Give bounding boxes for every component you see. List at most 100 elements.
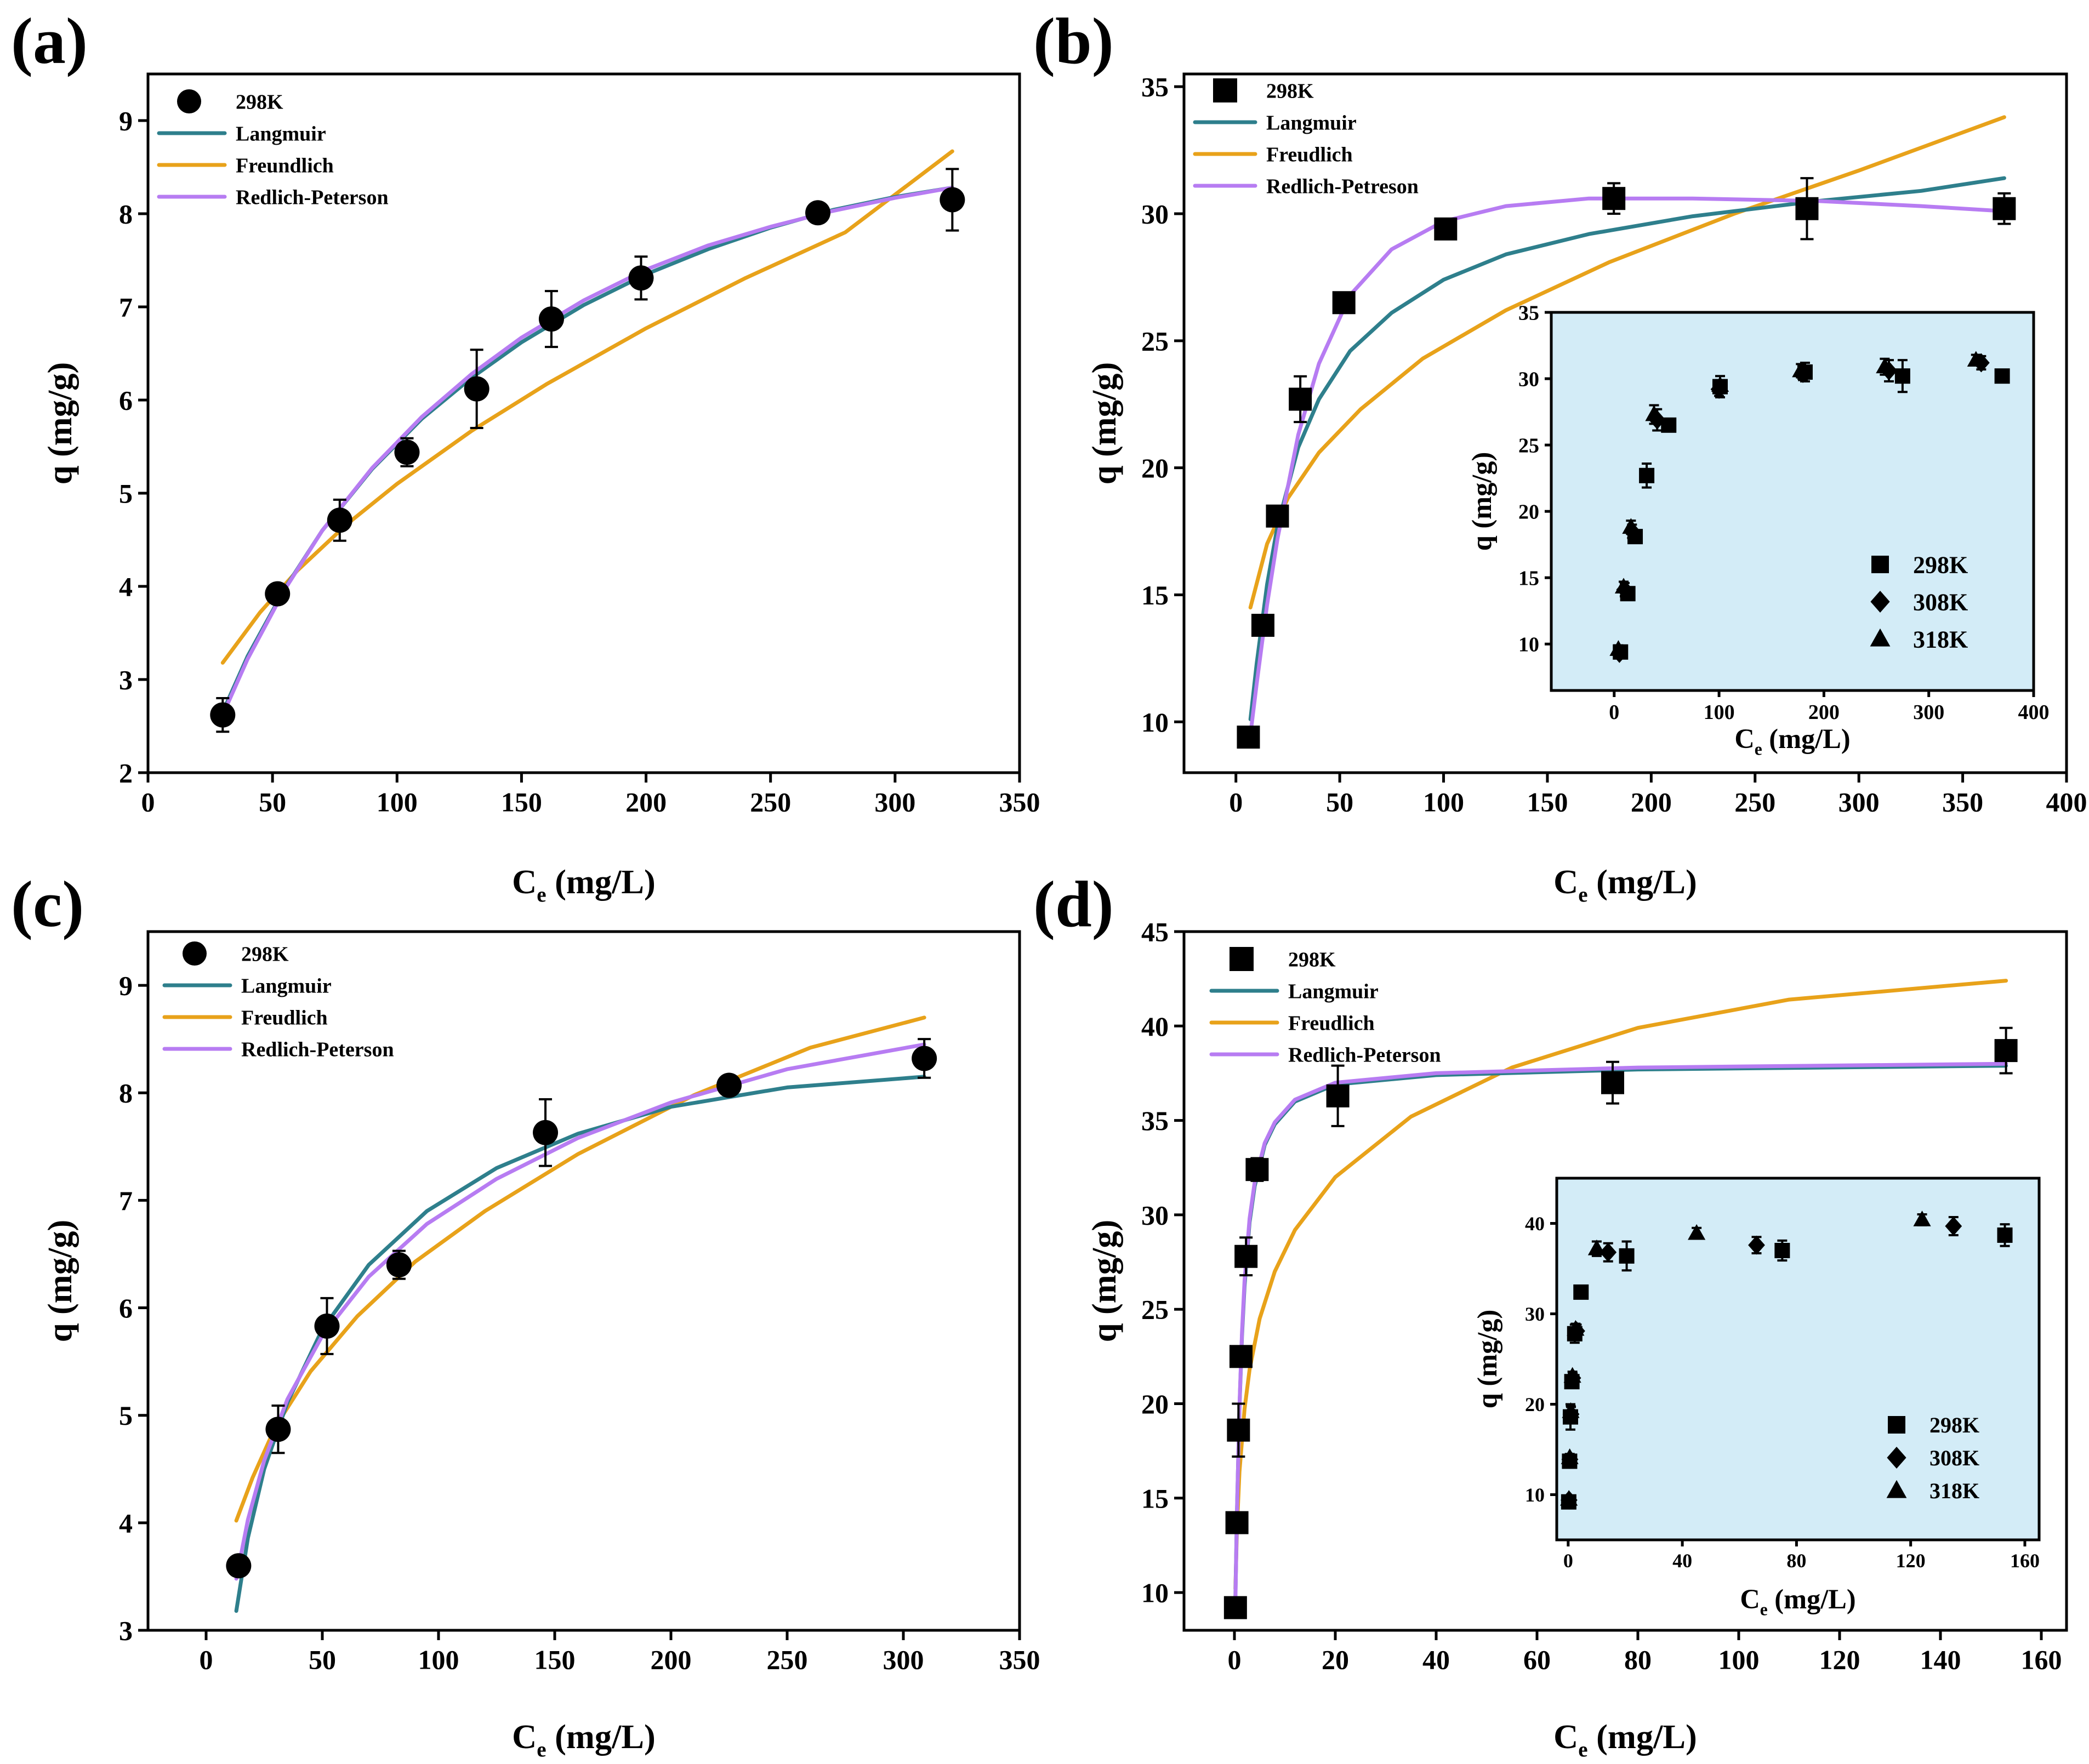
panel-b-x-tick-label: 150 <box>1527 787 1568 818</box>
panel-c-x-axis-label-main: C <box>512 1718 537 1756</box>
panel-d-data-point <box>1227 1418 1250 1442</box>
panel-a-x-tick-label: 300 <box>874 787 915 818</box>
panel-b-inset-x-axis-label-unit: (mg/L) <box>1762 723 1851 754</box>
panel-b-inset-data-point <box>1792 361 1810 378</box>
panel-c-x-axis-label-sub: e <box>537 1738 546 1762</box>
panel-b-x-axis-label-main: C <box>1553 863 1578 901</box>
panel-d-y-axis-label: q (mg/g) <box>1085 1220 1123 1343</box>
panel-b-inset-legend-label: 298K <box>1913 551 1968 578</box>
panel-d-y-tick-label: 25 <box>1141 1294 1169 1325</box>
panel-a-y-tick-label: 2 <box>119 758 133 789</box>
panel-b-inset-x-axis-label-sub: e <box>1755 740 1762 759</box>
panel-a-x-axis-label-unit: (mg/L) <box>547 863 656 901</box>
panel-c-legend: 298K Langmuir Freudlich Redlich-Peterson <box>162 941 394 1061</box>
panel-b-inset-y-tick-label: 15 <box>1518 567 1539 590</box>
panel-b-y-tick-label: 20 <box>1141 453 1169 483</box>
panel-a-data-point <box>940 187 965 213</box>
panel-d-inset-x-tick-label: 80 <box>1786 1550 1806 1572</box>
panel-b-inset-series-318k <box>1609 351 1985 656</box>
panel-b-inset-y-tick-label: 10 <box>1518 633 1539 656</box>
panel-b-inset-y-axis-label: q (mg/g) <box>1466 452 1497 551</box>
panel-a: (a) 0 50 100 150 200 250 300 350 2 3 4 5 6 7 8 9 Ce (mg/L… <box>11 4 1040 907</box>
panel-a-y-tick-label: 4 <box>119 572 133 602</box>
panel-b-inset-data-point <box>1967 351 1985 367</box>
panel-d-legend-points-label: 298K <box>1288 948 1336 971</box>
panel-d-y-tick-label: 20 <box>1141 1389 1169 1419</box>
panel-b-inset-data-point <box>1711 376 1729 392</box>
panel-d-inset-x-tick-label: 120 <box>1896 1550 1926 1572</box>
panel-a-x-tick-label: 150 <box>501 787 542 818</box>
panel-a-legend-freundlich-label: Freundlich <box>236 154 334 177</box>
panel-d-inset-data-point <box>1562 1402 1580 1418</box>
panel-d-x-axis-label-unit: (mg/L) <box>1588 1718 1697 1756</box>
panel-d-y-tick-label: 45 <box>1141 917 1169 947</box>
panel-b-x-tick-label: 350 <box>1942 787 1983 818</box>
panel-d-inset-data-point <box>1774 1243 1790 1258</box>
panel-a-data-point <box>265 581 291 607</box>
panel-d-inset-x-axis-label-sub: e <box>1760 1600 1768 1619</box>
panel-d-data-point <box>1234 1244 1258 1268</box>
panel-d-inset-data-point <box>1600 1242 1617 1262</box>
panel-d-data-point <box>1229 1345 1253 1368</box>
panel-b-y-tick-label: 15 <box>1141 580 1169 610</box>
panel-d-inset-y-tick-label: 20 <box>1525 1394 1545 1415</box>
panel-d-inset-y-tick-label: 40 <box>1525 1213 1545 1235</box>
panel-b-y-tick-label: 30 <box>1141 199 1169 230</box>
panel-b-plot-frame <box>1182 72 2068 774</box>
panel-b-inset-x-axis-label-main: C <box>1734 723 1754 754</box>
panel-b-y-tick-label: 10 <box>1141 707 1169 738</box>
panel-a-data-point <box>805 200 831 226</box>
panel-b-x-tick-label: 0 <box>1229 787 1243 818</box>
panel-b-data-point <box>1289 387 1312 411</box>
panel-a-data-point <box>327 507 352 533</box>
panel-d-y-tick-label: 35 <box>1141 1105 1169 1136</box>
panel-b-langmuir-curve <box>1248 176 2006 722</box>
panel-b-inset-data-point <box>1876 357 1894 374</box>
panel-a-freundlich-curve <box>220 149 954 665</box>
panel-b-inset-data-point <box>1622 518 1640 534</box>
panel-d-x-tick-label: 0 <box>1228 1645 1242 1675</box>
panel-a-x-tick-label: 0 <box>141 787 155 818</box>
panel-a-y-tick-label: 7 <box>119 292 133 323</box>
panel-b-inset-y-tick-label: 30 <box>1518 368 1539 391</box>
panel-c-x-tick-label: 300 <box>883 1645 924 1675</box>
panel-d-inset-data-point <box>1587 1239 1606 1255</box>
panel-c-y-tick-label: 4 <box>119 1508 133 1538</box>
panel-d-inset-legend-label: 298K <box>1929 1413 1979 1437</box>
panel-d-points <box>1223 1026 2018 1619</box>
panel-d-inset-x-tick-label: 0 <box>1563 1550 1573 1572</box>
panel-d-data-point <box>1223 1596 1247 1619</box>
panel-a-x-tick-label: 350 <box>999 787 1040 818</box>
panel-d-y-tick-label: 40 <box>1141 1011 1169 1042</box>
panel-a-points <box>210 168 965 733</box>
panel-d-legend-marker <box>1230 947 1254 971</box>
panel-a-y-tick-label: 6 <box>119 385 133 416</box>
panel-a-x-axis-label: Ce (mg/L) <box>512 863 656 907</box>
panel-b-inset-data-point <box>1645 405 1663 421</box>
panel-c-x-tick-label: 100 <box>418 1645 459 1675</box>
panel-c-legend-points-label: 298K <box>241 943 289 966</box>
panel-b-x-tick-label: 100 <box>1423 787 1464 818</box>
panel-c-data-point <box>226 1553 252 1579</box>
panel-d-x-tick-label: 40 <box>1422 1645 1450 1675</box>
panel-a-data-point <box>394 439 420 465</box>
panel-d-x-tick-label: 120 <box>1819 1645 1860 1675</box>
panel-d-data-point <box>1245 1158 1269 1181</box>
panel-d-x-tick-label: 80 <box>1624 1645 1652 1675</box>
panel-d-inset-plot-frame <box>1555 1177 2041 1542</box>
panel-a-legend-points-label: 298K <box>236 90 283 113</box>
panel-b-inset-y-tick-label: 20 <box>1518 500 1539 523</box>
panel-d-y-tick-label: 15 <box>1141 1483 1169 1514</box>
panel-b-data-point <box>1332 291 1356 315</box>
panel-d-inset-y-tick-label: 10 <box>1525 1484 1545 1506</box>
panel-d-inset-x-tick-label: 40 <box>1672 1550 1692 1572</box>
panel-b-inset-legend-label: 308K <box>1913 589 1968 615</box>
panel-c-y-tick-label: 5 <box>119 1400 133 1431</box>
panel-c-fits <box>234 1015 926 1613</box>
panel-a-x-tick-label: 50 <box>259 787 286 818</box>
panel-b-x-axis-label-sub: e <box>1578 883 1587 907</box>
panel-d-inset-data-point <box>1997 1227 2013 1243</box>
panel-d: (d)0 20 40 60 80 100 120 140 1601015202530354045… <box>1033 867 2068 1762</box>
panel-d-data-point <box>1601 1071 1624 1094</box>
panel-d-legend: 298K Langmuir Freudlich Redlich-Peterson <box>1209 947 1441 1066</box>
